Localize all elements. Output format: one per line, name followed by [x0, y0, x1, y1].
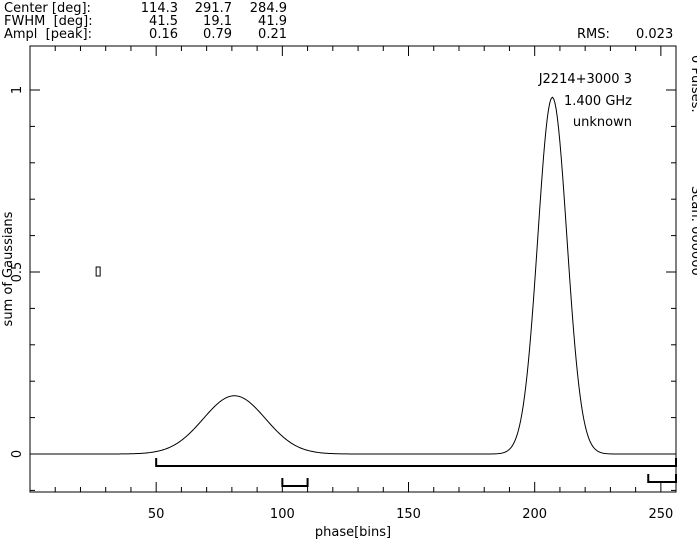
y-tick-labels: 00.51: [10, 86, 25, 458]
window-bracket: [155, 458, 677, 467]
error-box: [95, 266, 101, 277]
x-tick-label: 50: [148, 507, 165, 522]
header-row-value: 114.3: [140, 1, 178, 16]
x-axis-label: phase[bins]: [315, 525, 391, 540]
x-tick-labels: 50 100 150 200 250: [148, 507, 673, 522]
plot-frame: [29, 45, 677, 493]
x-tick-label: 100: [270, 507, 295, 522]
header-row-value: 41.5: [149, 14, 178, 29]
annotation-line: unknown: [573, 115, 632, 130]
gaussian-sum-line: [30, 96, 676, 455]
header-row-value: 41.9: [258, 14, 287, 29]
annotation-line: 1.400 GHz: [564, 94, 632, 109]
rms-label: RMS:: [577, 27, 610, 42]
on-pulse-windows: [155, 458, 677, 487]
header-row-value: 291.7: [194, 1, 232, 16]
header-row-label: Ampl [peak]:: [4, 27, 92, 42]
axis-ticks: [30, 46, 676, 492]
x-tick-label: 200: [522, 507, 547, 522]
header-row-label: Center [deg]:: [4, 1, 91, 16]
y-tick-label: 0.5: [10, 262, 25, 283]
header-row-label: FWHM [deg]:: [4, 14, 93, 29]
header-row-value: 0.79: [203, 27, 232, 42]
window-bracket: [647, 474, 677, 483]
rms-value: 0.023: [636, 27, 674, 42]
y-tick-label: 1: [10, 86, 25, 94]
x-tick-label: 250: [648, 507, 673, 522]
scan-label: Scan: 000000: [688, 186, 697, 276]
header-row-value: 0.16: [149, 27, 178, 42]
header-row-value: 19.1: [203, 14, 232, 29]
x-tick-label: 150: [396, 507, 421, 522]
y-tick-label: 0: [10, 450, 25, 458]
annotation-line: J2214+3000 3: [538, 72, 632, 87]
pulses-label: 0 Pulses:: [688, 55, 697, 113]
header-row-value: 0.21: [258, 27, 287, 42]
header-row-value: 284.9: [249, 1, 287, 16]
source-annotation: J2214+3000 3 1.400 GHz unknown: [538, 72, 632, 130]
y-axis-label: sum of Gaussians: [1, 211, 16, 326]
window-bracket: [281, 478, 309, 487]
